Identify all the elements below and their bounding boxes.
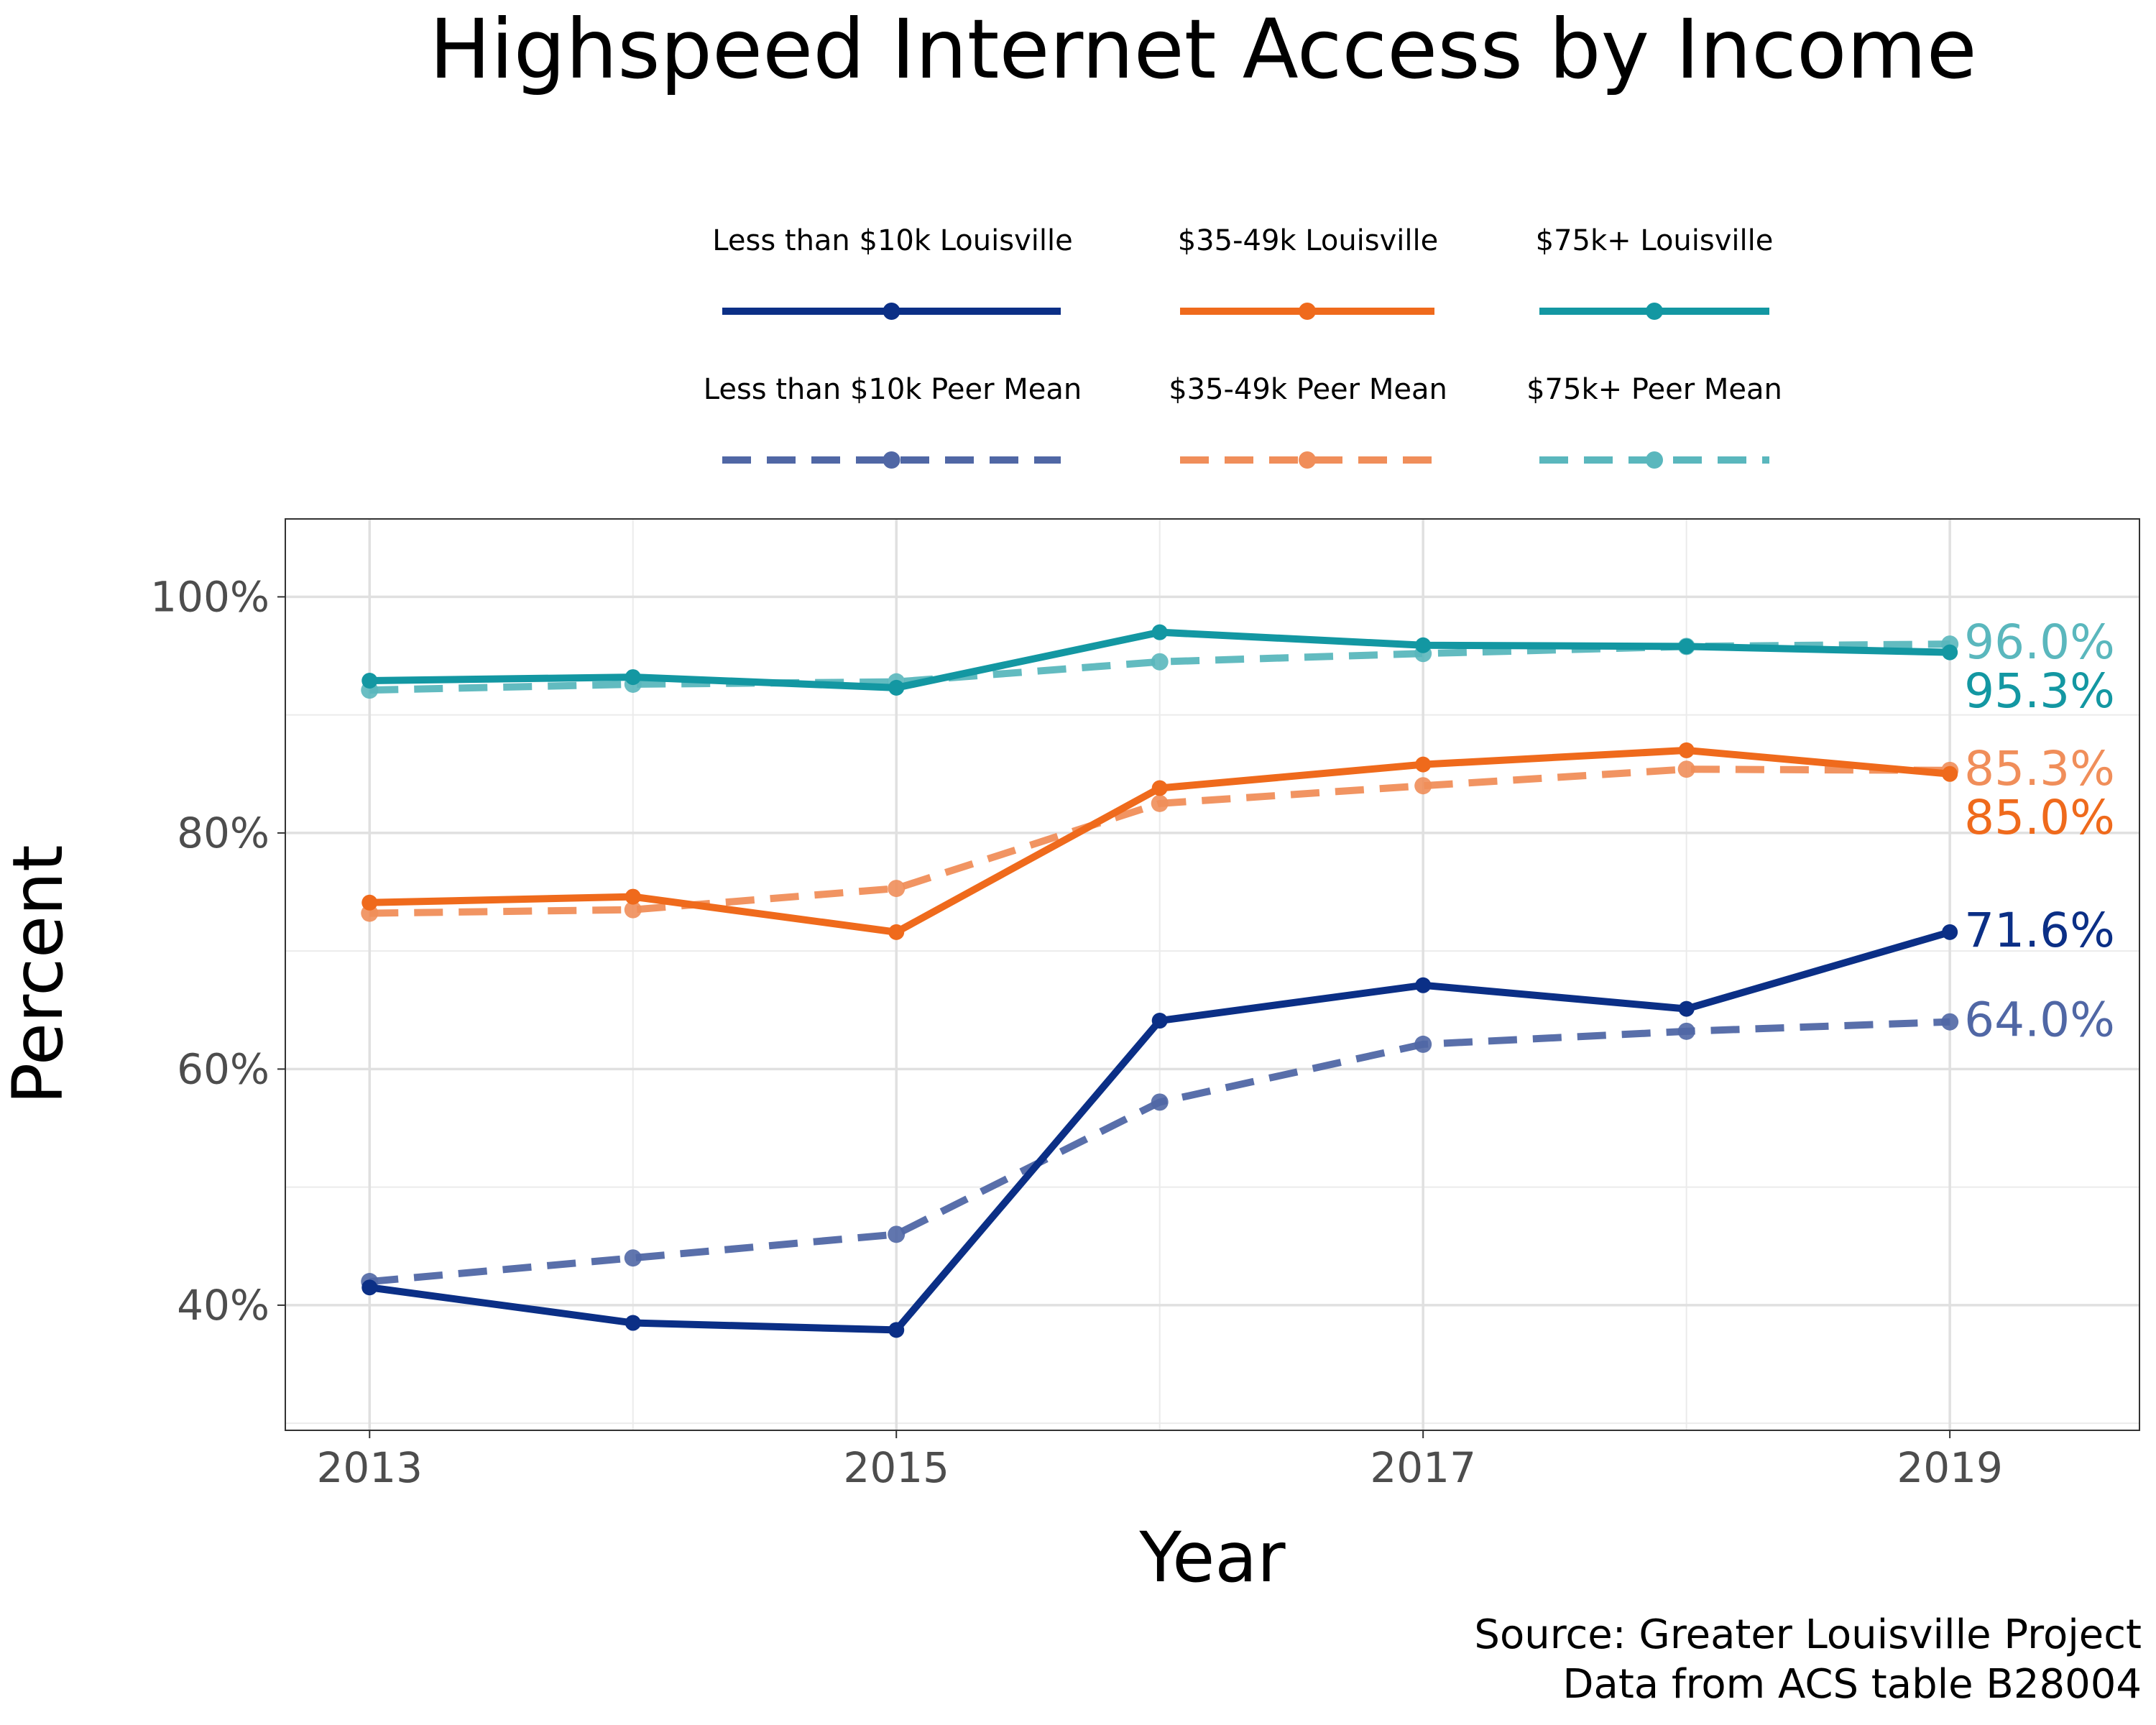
data-point — [1415, 637, 1432, 653]
data-point — [888, 1225, 906, 1243]
data-point — [888, 924, 905, 940]
end-label: 64.0% — [1964, 993, 2115, 1048]
end-labels: 96.0%95.3% 85.3%85.0% 71.6% 64.0% — [1964, 615, 2115, 1048]
x-tick-label: 2015 — [843, 1443, 949, 1492]
x-tick-label: 2019 — [1897, 1443, 2003, 1492]
data-point — [1678, 1000, 1695, 1017]
legend-key-point — [1646, 303, 1663, 320]
y-axis-title: Percent — [0, 845, 78, 1104]
x-tick-label: 2017 — [1370, 1443, 1476, 1492]
data-point — [1151, 1013, 1168, 1029]
series-1 — [361, 742, 1958, 940]
legend-label: Less than $10k Peer Mean — [704, 373, 1082, 406]
data-point — [1678, 742, 1695, 758]
data-point — [888, 880, 906, 898]
data-point — [1677, 1022, 1695, 1040]
data-point — [1151, 780, 1168, 796]
legend-key-point — [883, 451, 900, 469]
y-tick-label: 100% — [150, 572, 270, 621]
data-point — [625, 1315, 641, 1331]
data-point — [1415, 977, 1432, 993]
legend-label: $75k+ Peer Mean — [1526, 373, 1782, 406]
data-point — [1942, 765, 1958, 782]
caption-source: Source: Greater Louisville Project — [1474, 1611, 2142, 1658]
data-point — [1677, 760, 1695, 778]
data-point — [624, 1249, 642, 1267]
grid-lines — [285, 519, 2139, 1430]
series-2 — [361, 624, 1958, 696]
legend-key-point — [1299, 451, 1316, 469]
data-point — [624, 901, 642, 919]
y-tick-label: 60% — [177, 1044, 270, 1093]
data-point — [1151, 1093, 1169, 1111]
data-point — [361, 673, 378, 689]
end-label: 71.6% — [1964, 903, 2115, 958]
end-label: 96.0% — [1964, 615, 2115, 670]
data-point — [888, 1322, 905, 1338]
data-point — [1151, 624, 1168, 640]
series-0 — [361, 924, 1958, 1338]
end-label: 95.3% — [1964, 663, 2115, 719]
data-point — [1415, 756, 1432, 773]
axes: 40% 60% 80% 100% 2013 2015 2017 2019 — [150, 572, 2003, 1492]
legend: Less than $10k Louisville $35-49k Louisvi… — [704, 224, 1782, 469]
legend-label: $75k+ Louisville — [1536, 224, 1774, 257]
caption-table: Data from ACS table B28004 — [1562, 1661, 2142, 1708]
legend-label: $35-49k Peer Mean — [1169, 373, 1447, 406]
data-point — [625, 669, 641, 686]
data-point — [1678, 638, 1695, 655]
data-point — [625, 888, 641, 905]
data-point — [1151, 794, 1169, 812]
series-lines — [361, 624, 1959, 1338]
legend-label: Less than $10k Louisville — [712, 224, 1072, 257]
data-point — [361, 894, 378, 911]
chart-title: Highspeed Internet Access by Income — [429, 1, 1977, 97]
legend-key-point — [1646, 451, 1663, 469]
end-label: 85.0% — [1964, 790, 2115, 845]
legend-key-point — [883, 303, 900, 320]
data-point — [1941, 1013, 1959, 1031]
data-point — [1151, 653, 1169, 671]
data-point — [1942, 644, 1958, 661]
x-axis-title: Year — [1138, 1517, 1286, 1598]
x-tick-label: 2013 — [316, 1443, 423, 1492]
legend-label: $35-49k Louisville — [1178, 224, 1439, 257]
y-tick-label: 40% — [177, 1281, 270, 1330]
legend-key-point — [1299, 303, 1316, 320]
data-point — [361, 1279, 378, 1296]
data-point — [1414, 1035, 1432, 1053]
end-label: 85.3% — [1964, 741, 2115, 796]
series-3 — [361, 1013, 1959, 1291]
y-tick-label: 80% — [177, 809, 270, 857]
plot-panel — [285, 518, 2140, 1431]
data-point — [1942, 924, 1958, 940]
data-point — [888, 679, 905, 696]
data-point — [1414, 777, 1432, 795]
